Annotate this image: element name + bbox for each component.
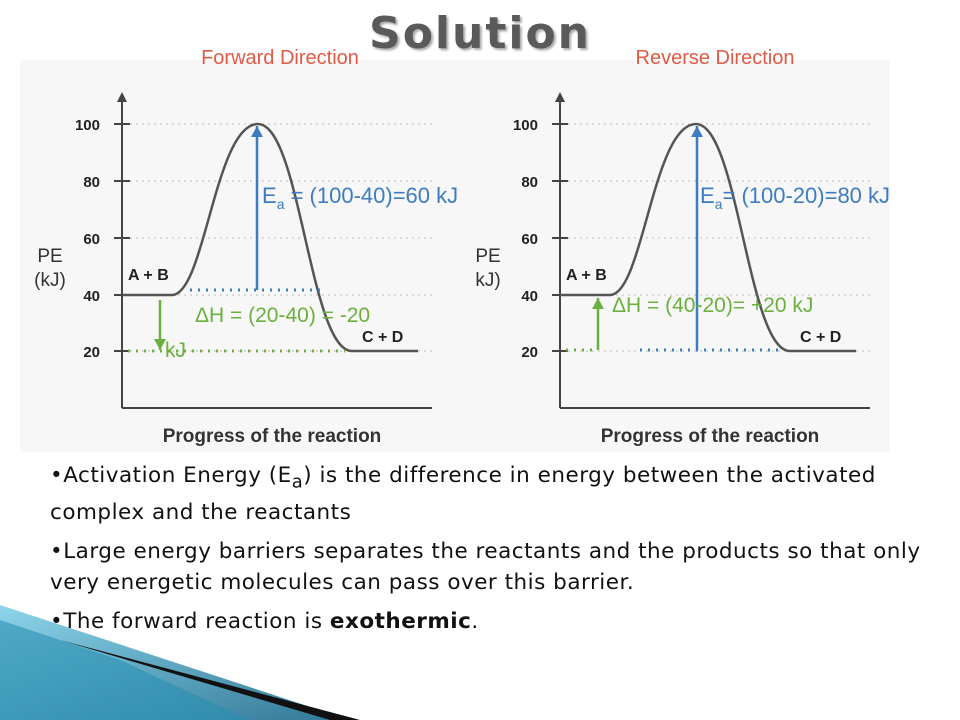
diagram-heading: Reverse Direction: [636, 47, 795, 69]
y-axis-arrow: [117, 92, 127, 102]
y-axis-label: PE: [37, 246, 62, 267]
y-tick-label: 80: [83, 174, 100, 191]
bullet-text: Activation Energy (E: [63, 463, 292, 488]
y-axis-label: (kJ): [34, 270, 66, 291]
bold-text: exothermic: [329, 609, 472, 635]
arrow-head: [691, 126, 703, 137]
products-label: C + D: [362, 329, 403, 346]
activation-energy-label: Ea= (100-20)=80 kJ: [700, 183, 890, 212]
arrow-head: [251, 126, 263, 137]
delta-h-label: ΔH = (40-20)= +20 kJ: [612, 294, 813, 317]
diagrams: Forward Direction 100 80 60 40 20 PE (kJ) Progre…: [34, 47, 890, 447]
ea-text: = (100-20)=80 kJ: [722, 183, 890, 208]
x-axis-label: Progress of the reaction: [601, 426, 820, 447]
y-tick-label: 60: [83, 231, 100, 248]
reactants-label: A + B: [128, 267, 169, 284]
y-tick-label: 20: [83, 344, 100, 361]
bullet-list: •Activation Energy (Ea) is the differenc…: [50, 460, 940, 645]
arrow-head: [154, 339, 166, 350]
bullet-text: ) is the difference in energy between th…: [50, 463, 876, 526]
reactants-label: A + B: [566, 267, 607, 284]
bullet-text: The forward reaction is: [63, 609, 330, 635]
y-axis-label: kJ): [475, 270, 500, 291]
y-tick-label: 20: [521, 344, 538, 361]
bullet-text: .: [471, 609, 479, 635]
y-tick-label: 100: [513, 117, 538, 134]
bullet: •The forward reaction is exothermic.: [50, 609, 479, 635]
energy-curve: [122, 122, 418, 353]
energy-curve: [560, 122, 856, 353]
ea-text: = (100-40)=60 kJ: [284, 183, 458, 208]
bullet: •Activation Energy (Ea) is the differenc…: [50, 463, 876, 526]
subscript: a: [291, 471, 304, 493]
y-tick-label: 80: [521, 174, 538, 191]
y-tick-label: 40: [83, 288, 100, 305]
ea-symbol: E: [700, 183, 715, 208]
y-tick-label: 40: [521, 288, 538, 305]
delta-h-label: ΔH = (20-40) = -20: [195, 304, 370, 327]
y-tick-label: 60: [521, 231, 538, 248]
y-axis-arrow: [555, 92, 565, 102]
bullet: •Large energy barriers separates the rea…: [50, 539, 921, 596]
y-tick-label: 100: [75, 117, 100, 134]
x-axis-label: Progress of the reaction: [163, 426, 382, 447]
bullet-text: Large energy barriers separates the reac…: [50, 539, 921, 596]
arrow-head: [592, 298, 604, 309]
slide-title: Solution: [369, 8, 591, 59]
activation-energy-label: Ea = (100-40)=60 kJ: [262, 183, 458, 212]
y-axis-label: PE: [475, 246, 500, 267]
diagram-heading: Forward Direction: [201, 47, 359, 69]
products-label: C + D: [800, 329, 841, 346]
ea-subscript: a: [715, 196, 723, 212]
ea-symbol: E: [262, 183, 277, 208]
ea-subscript: a: [277, 196, 285, 212]
delta-h-label: kJ: [165, 339, 186, 362]
